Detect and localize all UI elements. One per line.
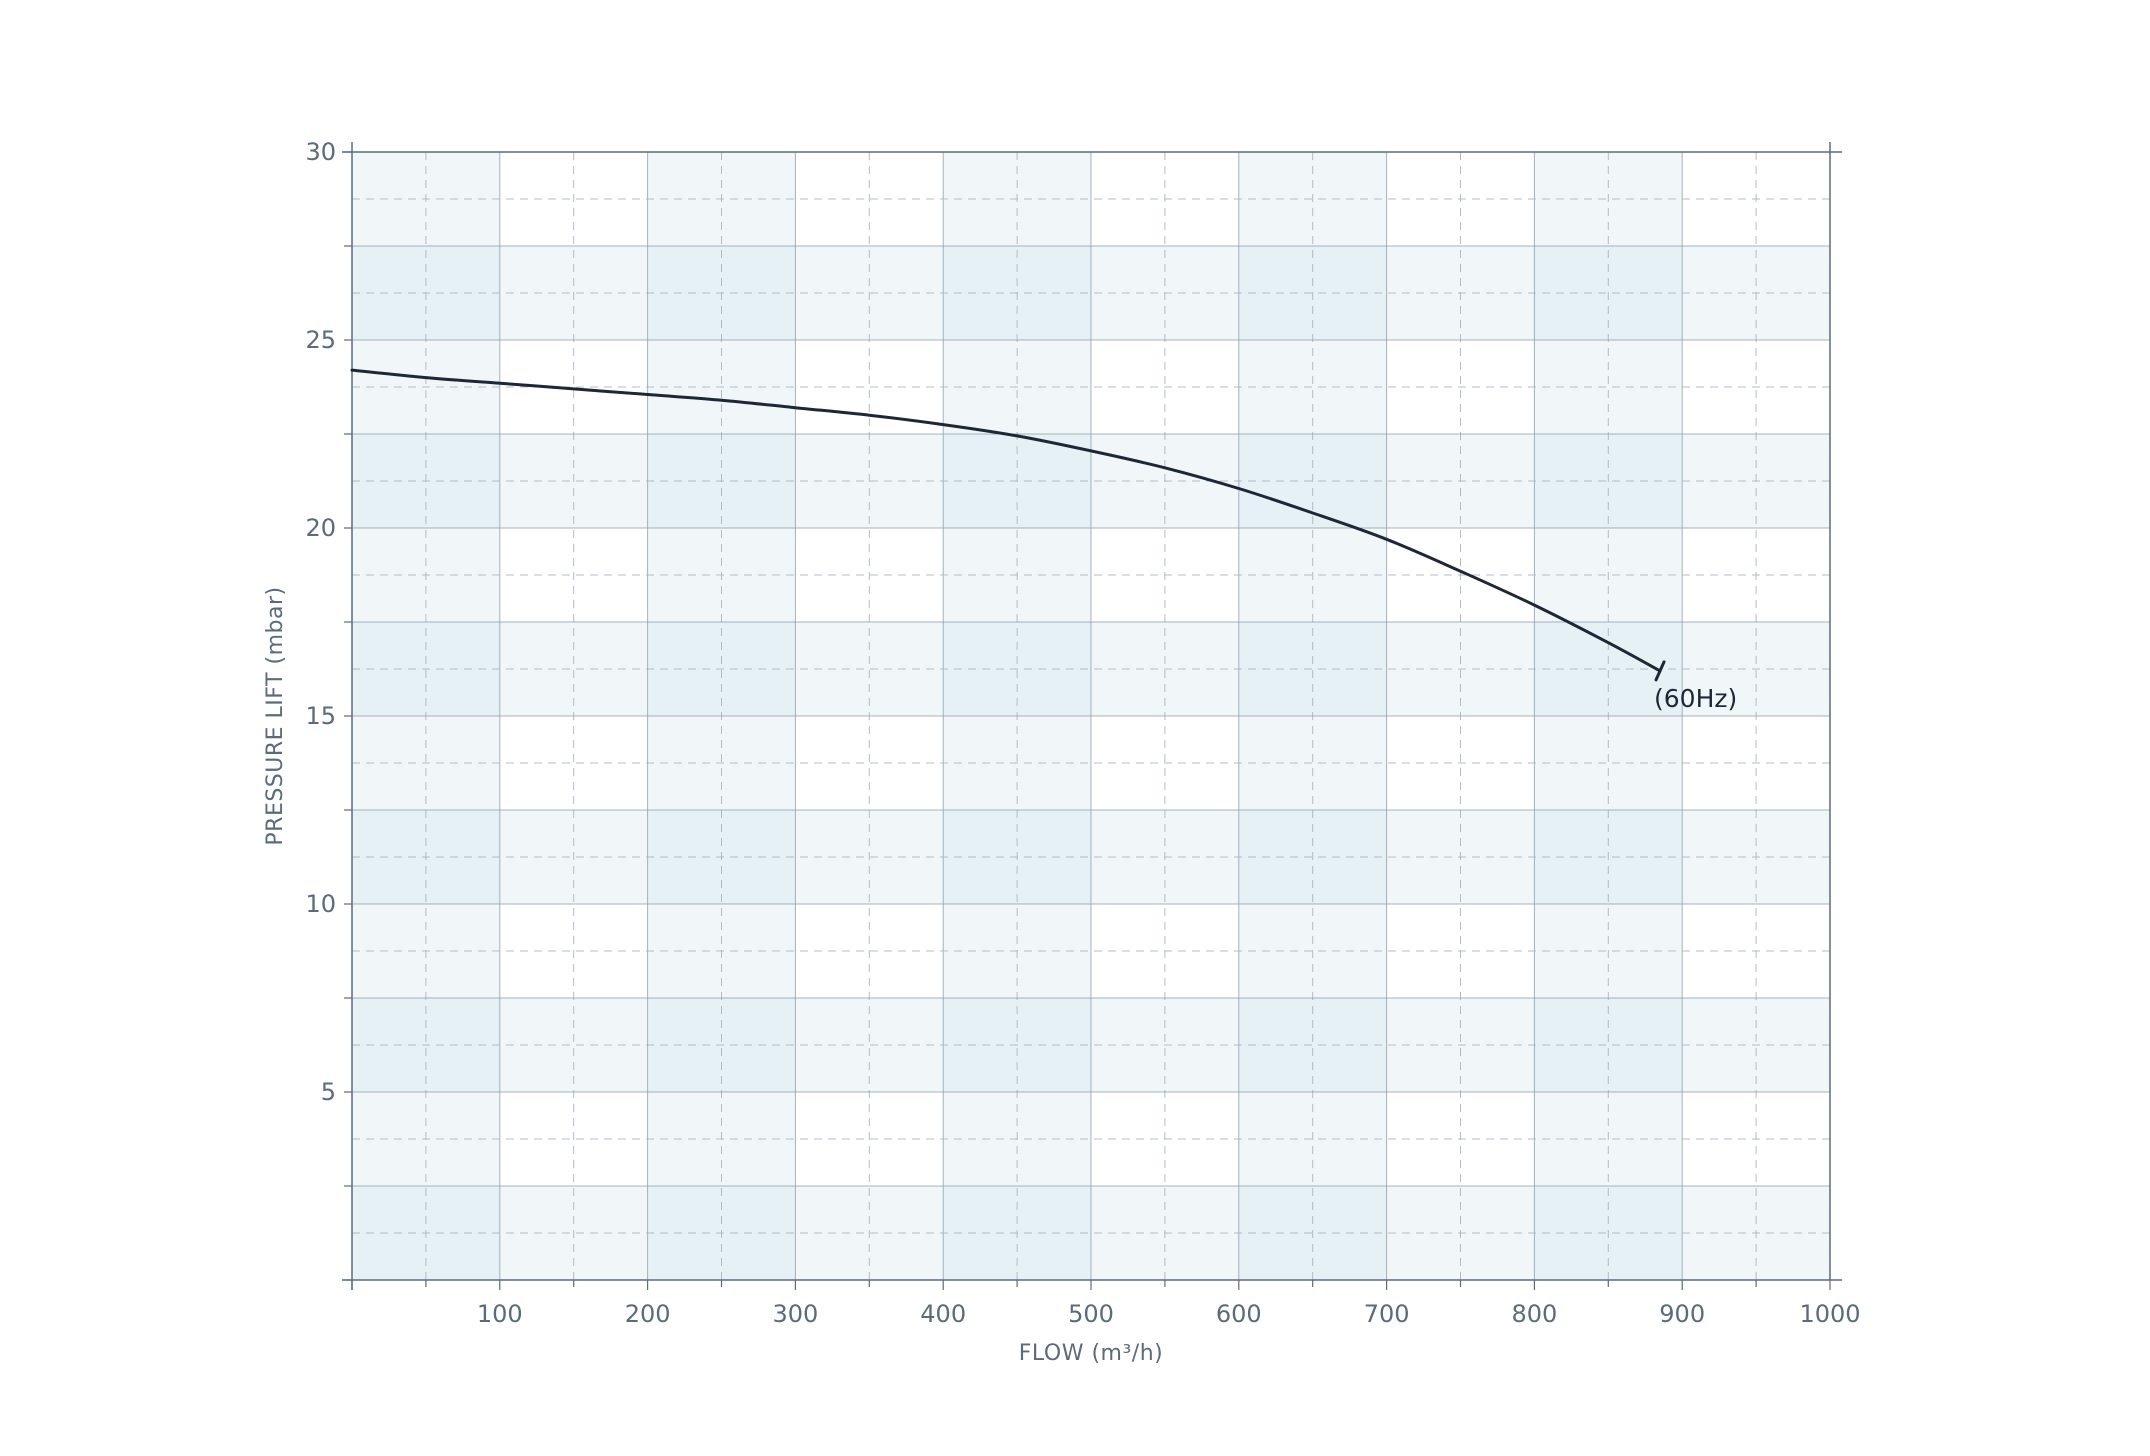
grid-lines (351, 151, 1831, 1281)
x-axis-label: FLOW (m³/h) (1019, 1341, 1163, 1366)
series-line-60hz (350, 368, 1662, 673)
x-tick-label: 400 (920, 1300, 966, 1328)
series-layer: (60Hz) (350, 368, 1737, 713)
y-axis-label: PRESSURE LIFT (mbar) (263, 586, 288, 845)
x-tick-label: 900 (1659, 1300, 1705, 1328)
y-tick-label: 30 (305, 138, 336, 166)
axes (342, 142, 1842, 1290)
x-tick-label: 700 (1364, 1300, 1410, 1328)
y-tick-label: 20 (305, 514, 336, 542)
y-tick-label: 25 (305, 326, 336, 354)
x-tick-label: 500 (1068, 1300, 1114, 1328)
series-end-marker (1654, 660, 1666, 682)
x-tick-label: 100 (477, 1300, 523, 1328)
x-tick-label: 800 (1511, 1300, 1557, 1328)
series-label-60hz: (60Hz) (1654, 684, 1737, 713)
y-tick-label: 10 (305, 890, 336, 918)
y-tick-label: 15 (305, 702, 336, 730)
y-tick-label: 5 (321, 1078, 336, 1106)
x-tick-label: 600 (1216, 1300, 1262, 1328)
x-tick-label: 300 (772, 1300, 818, 1328)
x-tick-label: 1000 (1799, 1300, 1860, 1328)
tick-labels: 100 200 300 400 500 600 700 800 900 1000 5 10 15 20 25… (305, 138, 1860, 1328)
x-tick-label: 200 (625, 1300, 671, 1328)
